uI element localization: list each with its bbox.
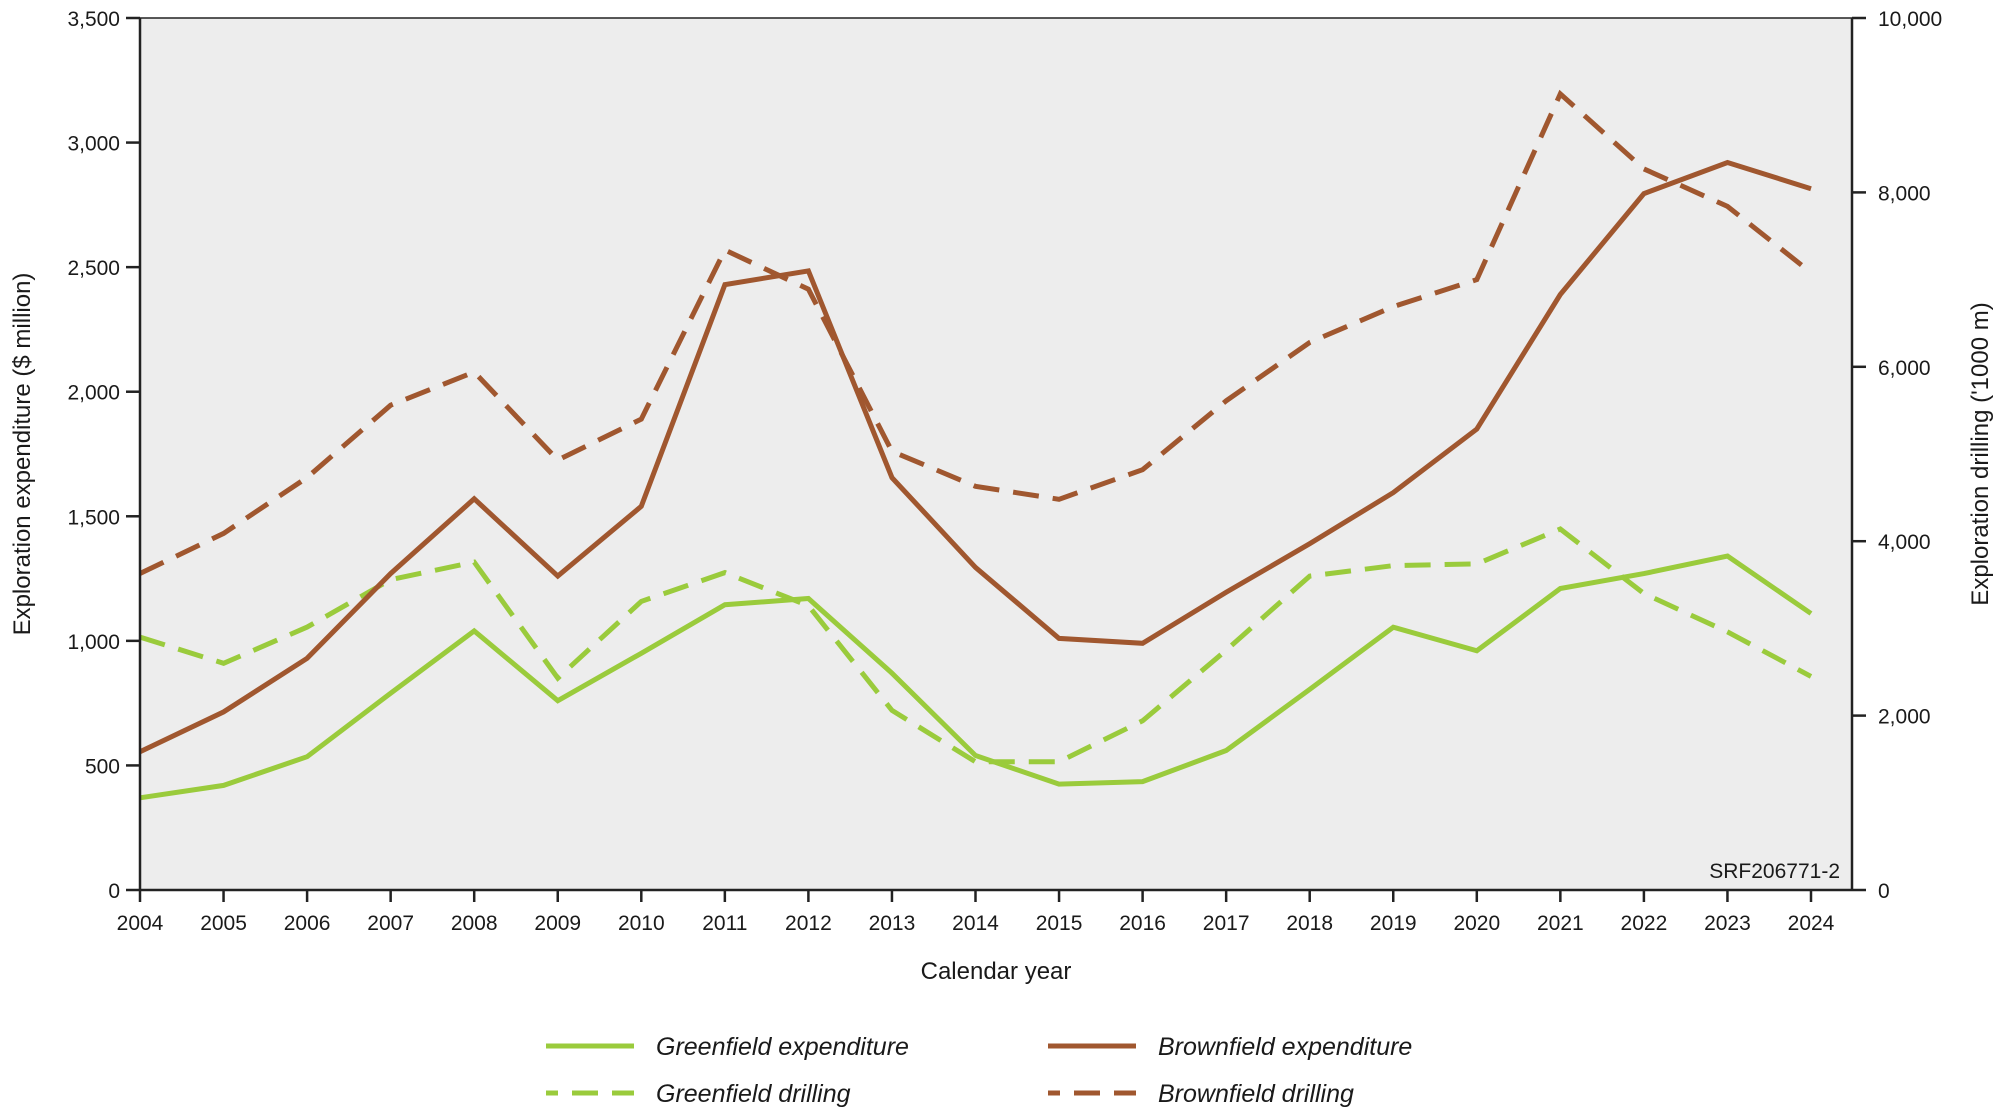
legend-label: Brownfield drilling (1158, 1080, 1354, 1108)
x-tick-label: 2006 (284, 912, 331, 935)
y-tick-label: 0 (108, 880, 120, 903)
y2-tick-label: 6,000 (1878, 357, 1931, 380)
y2-tick-label: 8,000 (1878, 182, 1931, 205)
legend-item-greenfield-expenditure: Greenfield expenditure (546, 1033, 909, 1061)
x-tick-label: 2012 (785, 912, 832, 935)
x-tick-label: 2008 (451, 912, 498, 935)
y-axis-title: Exploration expenditure ($ million) (9, 273, 36, 636)
legend-item-brownfield-drilling: Brownfield drilling (1048, 1080, 1354, 1108)
y-tick-label: 1,500 (67, 506, 120, 529)
y-tick-label: 1,000 (67, 631, 120, 654)
y2-tick-label: 0 (1878, 880, 1890, 903)
x-tick-label: 2017 (1203, 912, 1250, 935)
x-tick-label: 2019 (1370, 912, 1417, 935)
legend-item-brownfield-expenditure: Brownfield expenditure (1048, 1033, 1412, 1061)
x-tick-label: 2016 (1119, 912, 1166, 935)
series-line-brownfield-expenditure (138, 159, 1812, 754)
legend-label: Brownfield expenditure (1158, 1033, 1412, 1061)
series-lines (138, 89, 1813, 801)
x-tick-label: 2024 (1788, 912, 1835, 935)
x-tick-label: 2021 (1537, 912, 1584, 935)
x-tick-label: 2014 (952, 912, 999, 935)
legend-label: Greenfield drilling (656, 1080, 851, 1108)
x-tick-label: 2010 (618, 912, 665, 935)
x-tick-label: 2015 (1036, 912, 1083, 935)
y-tick-label: 500 (85, 755, 120, 778)
legend: Greenfield expenditure Brownfield expendi… (546, 1033, 1412, 1108)
plot-area (140, 18, 1852, 890)
x-tick-label: 2022 (1621, 912, 1668, 935)
y-tick-label: 3,500 (67, 8, 120, 31)
series-line-brownfield-drilling (138, 89, 1813, 576)
x-tick-label: 2009 (534, 912, 581, 935)
x-tick-label: 2005 (200, 912, 247, 935)
series-line-greenfield-expenditure (139, 553, 1813, 801)
series-line-greenfield-drilling (139, 526, 1813, 765)
y2-tick-label: 4,000 (1878, 531, 1931, 554)
axes: 0 500 1,000 1,500 2,000 2,500 3,000 3,500 0 2,000… (67, 8, 1942, 935)
y2-tick-label: 2,000 (1878, 706, 1931, 729)
x-tick-label: 2007 (367, 912, 414, 935)
y2-tick-label: 10,000 (1878, 8, 1942, 31)
x-axis-title: Calendar year (921, 958, 1072, 985)
x-tick-label: 2011 (702, 912, 747, 935)
chart-annotation: SRF206771-2 (1709, 860, 1840, 883)
y2-axis-title: Exploration drilling ('1000 m) (1967, 302, 1994, 605)
legend-label: Greenfield expenditure (656, 1033, 909, 1061)
x-tick-label: 2020 (1453, 912, 1500, 935)
x-tick-label: 2023 (1704, 912, 1751, 935)
x-tick-label: 2013 (869, 912, 916, 935)
x-tick-label: 2018 (1286, 912, 1333, 935)
x-tick-label: 2004 (117, 912, 164, 935)
legend-item-greenfield-drilling: Greenfield drilling (546, 1080, 851, 1108)
y-tick-label: 3,000 (67, 133, 120, 156)
y-tick-label: 2,000 (67, 382, 120, 405)
y-tick-label: 2,500 (67, 257, 120, 280)
